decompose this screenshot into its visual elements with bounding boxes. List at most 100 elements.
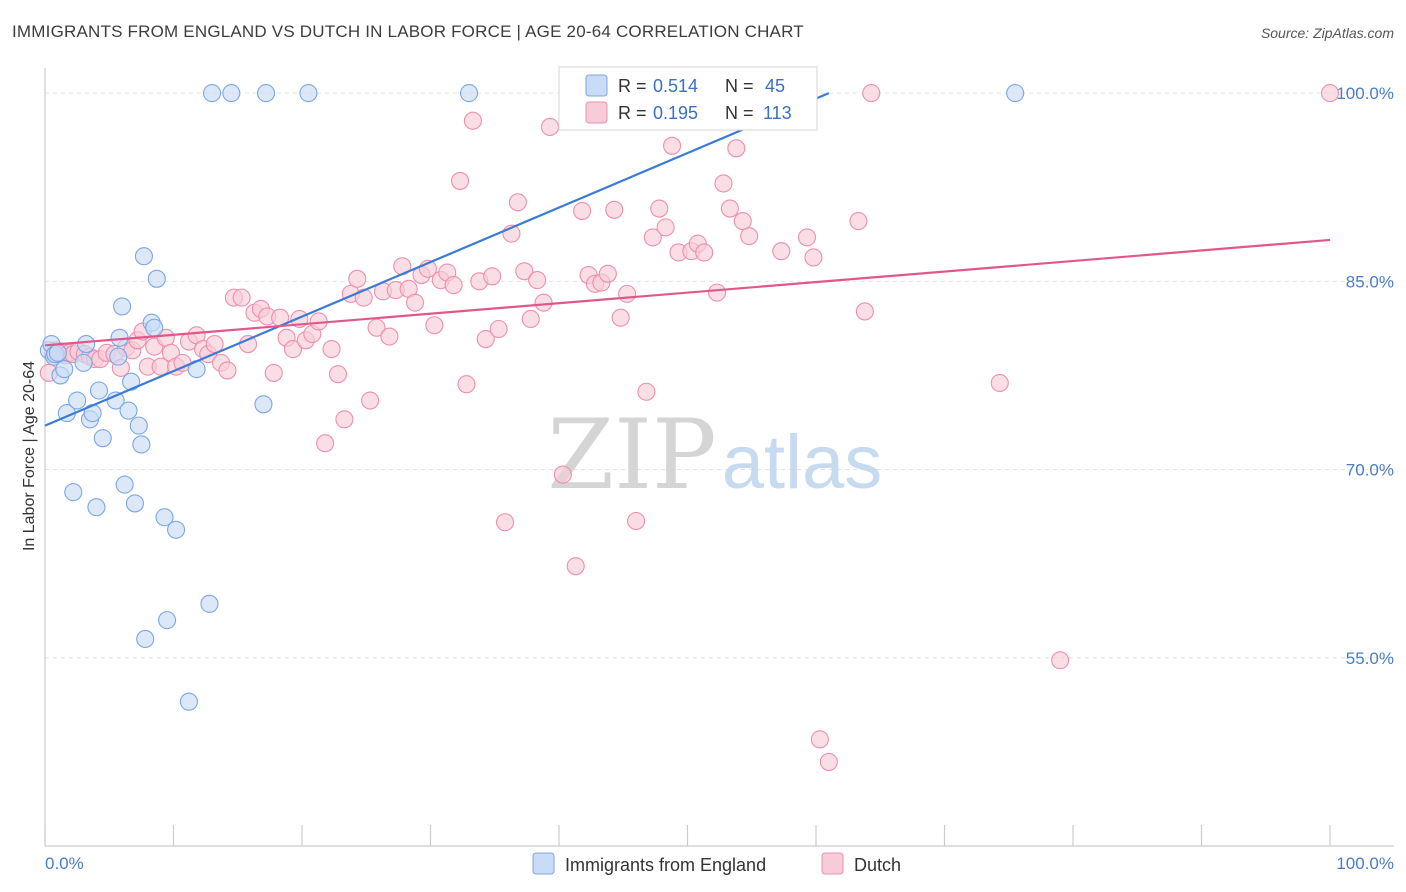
chart-source: Source: ZipAtlas.com	[1260, 25, 1394, 41]
england-point-24	[125, 494, 144, 513]
dutch-point-89	[598, 264, 617, 283]
dutch-point-96	[650, 199, 669, 218]
dutch-point-57	[380, 327, 399, 346]
dutch-point-55	[367, 318, 386, 337]
england-point-41	[256, 84, 276, 103]
legend-r-value-dutch: 0.195	[653, 103, 698, 123]
dutch-point-52	[348, 269, 367, 288]
dutch-point-105	[720, 199, 739, 218]
legend-n-value-england: 45	[765, 76, 785, 96]
dutch-point-111	[804, 248, 823, 267]
dutch-point-47	[316, 434, 335, 453]
england-point-34	[167, 520, 186, 539]
england-point-16	[93, 429, 112, 448]
england-point-37	[200, 594, 219, 613]
dutch-point-64	[425, 316, 444, 335]
england-point-21	[115, 475, 134, 494]
legend-r-label-dutch: R =	[618, 103, 647, 123]
dutch-point-82	[540, 117, 560, 137]
x-tick-label-0: 0.0%	[45, 854, 84, 873]
legend-r-label-england: R =	[618, 76, 647, 96]
england-point-11	[77, 335, 96, 354]
dutch-point-42	[283, 340, 303, 359]
england-point-43	[459, 84, 479, 103]
england-point-20	[113, 297, 132, 316]
watermark-zip: ZIP	[547, 399, 716, 511]
dutch-point-77	[508, 193, 527, 212]
legend-r-value-england: 0.514	[653, 76, 698, 96]
dutch-point-34	[232, 288, 251, 307]
y-tick-label-70: 70.0%	[1346, 461, 1394, 480]
y-axis-tick-labels: 55.0% 70.0% 85.0% 100.0%	[1336, 84, 1394, 668]
dutch-point-81	[534, 293, 553, 312]
dutch-point-78	[515, 262, 534, 281]
dutch-point-97	[656, 218, 675, 237]
x-tick-label-100: 100.0%	[1336, 854, 1394, 873]
dutch-point-69	[457, 375, 476, 394]
england-point-28	[136, 629, 155, 649]
england-point-18	[109, 347, 128, 366]
england-point-9	[68, 391, 87, 410]
england-point-31	[147, 269, 166, 288]
dutch-point-93	[627, 511, 646, 531]
dutch-point-106	[727, 139, 746, 158]
legend-n-label-england: N =	[725, 76, 754, 96]
dutch-point-79	[521, 309, 540, 329]
dutch-point-49	[328, 365, 348, 384]
legend-n-label-dutch: N =	[725, 103, 754, 123]
dutch-point-80	[528, 271, 547, 290]
dutch-point-74	[489, 319, 508, 339]
y-tick-label-85: 85.0%	[1346, 272, 1394, 291]
dutch-point-73	[483, 267, 502, 286]
stats-legend: R = 0.514 N = 45 R = 0.195 N = 113	[558, 66, 818, 131]
england-point-4	[48, 343, 67, 362]
dutch-point-104	[714, 174, 733, 193]
england-point-38	[203, 84, 222, 103]
dutch-point-83	[553, 465, 572, 484]
dutch-point-119	[1320, 84, 1340, 103]
england-point-35	[179, 692, 198, 711]
dutch-point-54	[361, 391, 380, 410]
dutch-point-118	[1051, 651, 1070, 670]
x-axis-ticks	[44, 825, 1331, 846]
dutch-point-68	[451, 171, 470, 190]
dutch-point-70	[463, 111, 482, 130]
england-point-33	[158, 611, 177, 630]
dutch-point-84	[566, 557, 585, 576]
england-point-25	[129, 416, 148, 435]
dutch-point-91	[611, 308, 630, 327]
dutch-point-39	[264, 363, 283, 382]
dutch-point-90	[605, 200, 624, 219]
y-tick-label-100: 100.0%	[1336, 84, 1394, 103]
england-point-10	[74, 353, 93, 372]
dutch-point-102	[695, 243, 714, 262]
dutch-point-98	[663, 136, 682, 155]
dutch-point-115	[855, 302, 874, 321]
trend-lines	[44, 92, 1331, 427]
england-point-6	[55, 360, 74, 379]
dutch-point-53	[354, 288, 373, 307]
series-legend: Immigrants from England Dutch	[532, 852, 901, 875]
y-tick-label-55: 55.0%	[1346, 649, 1394, 668]
dutch-point-109	[772, 242, 791, 261]
dutch-point-67	[444, 276, 463, 295]
legend-swatch-england	[585, 74, 608, 97]
dutch-point-110	[797, 228, 817, 247]
dutch-point-50	[335, 410, 354, 429]
chart-title: IMMIGRANTS FROM ENGLAND VS DUTCH IN LABO…	[12, 22, 804, 41]
y-axis-label: In Labor Force | Age 20-64	[21, 361, 38, 551]
dutch-point-72	[476, 329, 495, 349]
bottom-legend-label-england: Immigrants from England	[565, 855, 766, 875]
dutch-point-116	[862, 84, 881, 103]
england-point-14	[87, 498, 106, 517]
legend-swatch-dutch	[585, 101, 608, 124]
dutch-point-92	[618, 284, 637, 303]
bottom-legend-swatch-england	[532, 852, 555, 875]
england-point-27	[134, 247, 153, 266]
dutch-point-114	[849, 212, 868, 231]
england-point-15	[89, 381, 109, 400]
bottom-legend-label-dutch: Dutch	[854, 855, 901, 875]
england-point-39	[222, 84, 241, 103]
england-point-22	[119, 401, 138, 420]
england-trend-line	[44, 92, 830, 427]
